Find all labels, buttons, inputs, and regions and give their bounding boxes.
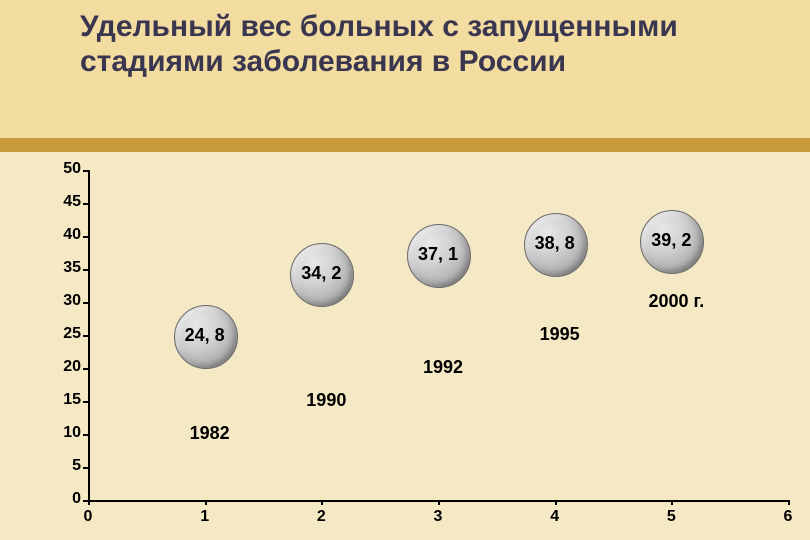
- y-tick-label: 10: [43, 424, 81, 442]
- bubble-value: 24, 8: [175, 325, 235, 346]
- x-tick: [321, 500, 323, 505]
- y-tick: [83, 467, 88, 469]
- y-tick-label: 50: [43, 160, 81, 178]
- bubble-value: 37, 1: [408, 244, 468, 265]
- y-tick-label: 5: [43, 457, 81, 475]
- x-tick-label: 0: [68, 508, 108, 526]
- y-tick: [83, 203, 88, 205]
- page-title: Удельный вес больных с запущенными стади…: [80, 10, 760, 79]
- y-tick: [83, 368, 88, 370]
- x-tick-label: 4: [535, 508, 575, 526]
- bubble-year: 1990: [281, 390, 371, 411]
- bubble-value: 38, 8: [525, 233, 585, 254]
- y-tick-label: 15: [43, 391, 81, 409]
- y-tick-label: 30: [43, 292, 81, 310]
- y-tick: [83, 335, 88, 337]
- y-axis: [88, 170, 90, 500]
- y-tick-label: 0: [43, 490, 81, 508]
- y-tick: [83, 170, 88, 172]
- x-tick-label: 2: [301, 508, 341, 526]
- stripe-mid: [0, 138, 810, 152]
- x-tick: [555, 500, 557, 505]
- y-tick: [83, 401, 88, 403]
- x-tick: [438, 500, 440, 505]
- y-tick-label: 40: [43, 226, 81, 244]
- x-tick-label: 1: [185, 508, 225, 526]
- y-tick: [83, 269, 88, 271]
- x-tick: [788, 500, 790, 505]
- y-tick: [83, 434, 88, 436]
- y-tick: [83, 302, 88, 304]
- y-tick-label: 45: [43, 193, 81, 211]
- bubble-value: 39, 2: [641, 230, 701, 251]
- x-tick-label: 5: [651, 508, 691, 526]
- y-tick-label: 35: [43, 259, 81, 277]
- y-tick-label: 25: [43, 325, 81, 343]
- x-tick-label: 6: [768, 508, 808, 526]
- y-tick: [83, 236, 88, 238]
- x-tick: [88, 500, 90, 505]
- bubble-year: 1992: [398, 357, 488, 378]
- bubble-year: 1995: [515, 324, 605, 345]
- y-tick-label: 20: [43, 358, 81, 376]
- bubble-value: 34, 2: [291, 263, 351, 284]
- x-tick: [205, 500, 207, 505]
- x-tick: [671, 500, 673, 505]
- bubble-year: 2000 г.: [631, 291, 721, 312]
- chart-area: 05101520253035404550012345624, 8198234, …: [88, 170, 788, 500]
- bubble-year: 1982: [165, 423, 255, 444]
- x-tick-label: 3: [418, 508, 458, 526]
